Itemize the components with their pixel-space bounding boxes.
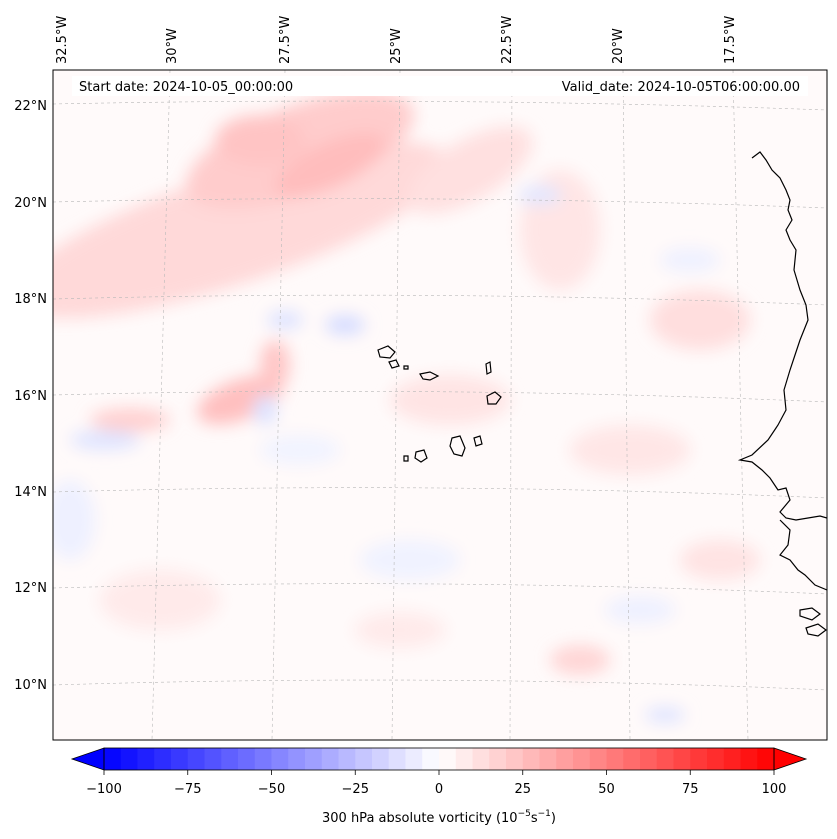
graticule <box>53 70 827 740</box>
colorbar-cell <box>422 748 440 770</box>
colorbar-cell <box>623 748 641 770</box>
colorbar-cell <box>104 748 122 770</box>
colorbar-cell <box>187 748 205 770</box>
colorbar-cell <box>204 748 222 770</box>
lat-label: 18°N <box>14 292 47 307</box>
colorbar-cell <box>221 748 239 770</box>
start-date-label: Start date: 2024-10-05_00:00:00 <box>79 80 293 95</box>
colorbar-cell <box>707 748 725 770</box>
latitude-labels: 22°N 20°N 18°N 16°N 14°N 12°N 10°N <box>14 99 47 693</box>
colorbar-cell <box>690 748 708 770</box>
cape-verde-brava <box>403 455 409 462</box>
colorbar-tick: −75 <box>174 782 201 797</box>
colorbar-cell <box>355 748 373 770</box>
lon-label: 17.5°W <box>723 16 738 64</box>
cape-verde-maio <box>473 435 483 447</box>
colorbar-cell <box>757 748 775 770</box>
colorbar-tick-marks <box>103 770 775 775</box>
cape-verde-sao-vicente <box>388 359 400 369</box>
colorbar-cell <box>288 748 306 770</box>
cape-verde-sao-nicolau <box>419 371 440 381</box>
valid-date-label: Valid_date: 2024-10-05T06:00:00.00 <box>562 80 800 95</box>
colorbar-cell <box>305 748 323 770</box>
colorbar-cell <box>405 748 423 770</box>
colorbar-tick: 50 <box>598 782 615 797</box>
colorbar-cell <box>439 748 457 770</box>
lat-label: 16°N <box>14 389 47 404</box>
colorbar-tick: −25 <box>342 782 369 797</box>
colorbar-cell <box>154 748 172 770</box>
colorbar-cell <box>489 748 507 770</box>
colorbar-cell <box>506 748 524 770</box>
cape-verde-santiago <box>449 435 466 457</box>
colorbar-cell <box>522 748 540 770</box>
colorbar-tick: 25 <box>514 782 531 797</box>
colorbar-cell <box>137 748 155 770</box>
colorbar-cell <box>238 748 256 770</box>
colorbar-cell <box>388 748 406 770</box>
colorbar-cell <box>120 748 138 770</box>
colorbar-cell <box>723 748 741 770</box>
cape-verde-santo-antao <box>377 345 396 359</box>
colorbar-cell <box>472 748 490 770</box>
colorbar-cell <box>656 748 674 770</box>
cape-verde-fogo <box>414 449 428 463</box>
colorbar-extend-low <box>70 747 105 771</box>
colorbar-cell <box>254 748 272 770</box>
cape-verde-sal <box>485 361 492 375</box>
lat-label: 12°N <box>14 581 47 596</box>
colorbar-cell <box>539 748 557 770</box>
colorbar-cell <box>271 748 289 770</box>
colorbar-cell <box>372 748 390 770</box>
colorbar-cell <box>573 748 591 770</box>
colorbar-cell <box>673 748 691 770</box>
lat-label: 10°N <box>14 678 47 693</box>
colorbar-cell <box>640 748 658 770</box>
lon-label: 30°W <box>165 28 180 64</box>
colorbar-cell <box>606 748 624 770</box>
colorbar-cell <box>171 748 189 770</box>
colorbar-tick: 100 <box>762 782 787 797</box>
colorbar-cell <box>321 748 339 770</box>
lon-label: 20°W <box>611 28 626 64</box>
colorbar-cells <box>104 748 775 770</box>
vorticity-field <box>53 91 760 723</box>
coastline <box>377 151 827 637</box>
colorbar-tick: −50 <box>258 782 285 797</box>
colorbar-label: 300 hPa absolute vorticity (10−5s−1) <box>322 809 556 826</box>
africa-coast <box>737 151 827 637</box>
colorbar-extend-high <box>773 747 808 771</box>
longitude-labels: 32.5°W 30°W 27.5°W 25°W 22.5°W 20°W 17.5… <box>55 16 738 64</box>
lat-label: 22°N <box>14 99 47 114</box>
colorbar-cell <box>338 748 356 770</box>
lon-label: 25°W <box>389 28 404 64</box>
info-box <box>72 76 808 96</box>
colorbar-tick: 75 <box>682 782 699 797</box>
cape-verde-boa-vista <box>486 391 502 405</box>
colorbar: −100 −75 −50 −25 0 25 50 75 100 300 hPa … <box>70 747 808 826</box>
colorbar-cell <box>589 748 607 770</box>
lat-label: 14°N <box>14 485 47 500</box>
colorbar-cell <box>455 748 473 770</box>
colorbar-cell <box>556 748 574 770</box>
cape-verde-santa-luzia <box>403 365 409 370</box>
lon-label: 22.5°W <box>500 16 515 64</box>
lon-label: 32.5°W <box>55 16 70 64</box>
map-frame <box>52 69 828 741</box>
colorbar-tick: 0 <box>435 782 443 797</box>
colorbar-tick: −100 <box>86 782 122 797</box>
lat-label: 20°N <box>14 196 47 211</box>
lon-label: 27.5°W <box>278 16 293 64</box>
colorbar-ticks: −100 −75 −50 −25 0 25 50 75 100 <box>86 782 786 797</box>
colorbar-cell <box>740 748 758 770</box>
